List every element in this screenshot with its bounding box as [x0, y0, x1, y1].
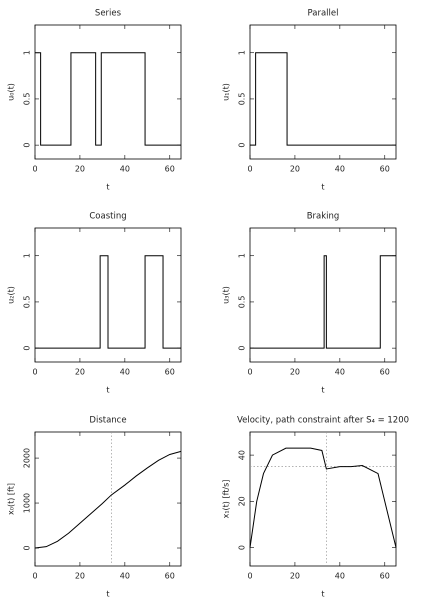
x-tick-label: 0: [32, 572, 37, 581]
data-line: [250, 255, 396, 349]
x-tick-label: 0: [32, 165, 37, 174]
x-tick-label: 40: [335, 572, 345, 581]
chart-title: Velocity, path constraint after S₄ = 120…: [237, 416, 409, 426]
x-tick-label: 40: [120, 368, 130, 377]
data-line: [250, 52, 396, 146]
chart-title: Distance: [89, 416, 126, 426]
x-axis-label: t: [106, 386, 109, 395]
y-tick-label: 1: [238, 253, 247, 258]
plot-frame: [34, 24, 182, 160]
y-tick-label: 0.5: [238, 93, 247, 106]
x-tick-label: 20: [290, 368, 300, 377]
chart-title: Coasting: [89, 212, 126, 222]
x-tick-label: 20: [75, 368, 85, 377]
y-axis-label: x₀(t) [ft]: [7, 483, 16, 515]
x-tick-label: 20: [290, 572, 300, 581]
x-tick-label: 60: [165, 165, 175, 174]
y-tick-label: 0: [23, 545, 32, 550]
x-axis-label: t: [106, 183, 109, 192]
y-axis-label: x₁(t) [ft/s]: [222, 480, 231, 519]
y-axis-label: u₂(t): [7, 286, 16, 304]
y-axis-label: u₁(t): [222, 83, 231, 101]
chart-title: Series: [95, 9, 122, 19]
y-tick-label: 1: [238, 50, 247, 55]
x-tick-label: 60: [165, 572, 175, 581]
y-tick-label: 1: [23, 253, 32, 258]
y-tick-label: 0.5: [238, 296, 247, 309]
x-tick-label: 40: [335, 165, 345, 174]
x-tick-label: 0: [32, 368, 37, 377]
y-axis-label: u₃(t): [222, 286, 231, 304]
x-tick-label: 40: [335, 368, 345, 377]
x-tick-label: 0: [247, 368, 252, 377]
y-tick-label: 2000: [23, 448, 32, 468]
y-tick-label: 0.5: [23, 296, 32, 309]
x-tick-label: 60: [165, 368, 175, 377]
plot-frame: [34, 227, 182, 363]
data-line: [249, 447, 397, 548]
x-tick-label: 0: [247, 165, 252, 174]
x-tick-label: 60: [380, 368, 390, 377]
x-tick-label: 40: [120, 572, 130, 581]
plot-frame: [34, 431, 182, 567]
y-axis-label: u₀(t): [7, 83, 16, 101]
data-line: [35, 52, 181, 146]
data-line: [35, 255, 181, 349]
y-tick-label: 0: [238, 346, 247, 351]
y-tick-label: 20: [238, 496, 247, 506]
chart-title: Braking: [307, 212, 340, 222]
plot-frame: [249, 431, 397, 567]
plot-frame: [249, 227, 397, 363]
y-tick-label: 0: [238, 545, 247, 550]
y-tick-label: 1000: [23, 493, 32, 513]
x-axis-label: t: [321, 590, 324, 599]
y-tick-label: 40: [238, 450, 247, 460]
y-tick-label: 0: [23, 143, 32, 148]
x-tick-label: 0: [247, 572, 252, 581]
x-tick-label: 20: [75, 165, 85, 174]
x-tick-label: 20: [290, 165, 300, 174]
x-axis-label: t: [321, 183, 324, 192]
x-tick-label: 60: [380, 572, 390, 581]
y-tick-label: 0: [238, 143, 247, 148]
data-line: [34, 450, 182, 549]
plot-frame: [249, 24, 397, 160]
x-tick-label: 40: [120, 165, 130, 174]
y-tick-label: 0.5: [23, 93, 32, 106]
x-axis-label: t: [106, 590, 109, 599]
chart-title: Parallel: [308, 9, 339, 19]
x-axis-label: t: [321, 386, 324, 395]
y-tick-label: 1: [23, 50, 32, 55]
x-tick-label: 60: [380, 165, 390, 174]
y-tick-label: 0: [23, 346, 32, 351]
x-tick-label: 20: [75, 572, 85, 581]
